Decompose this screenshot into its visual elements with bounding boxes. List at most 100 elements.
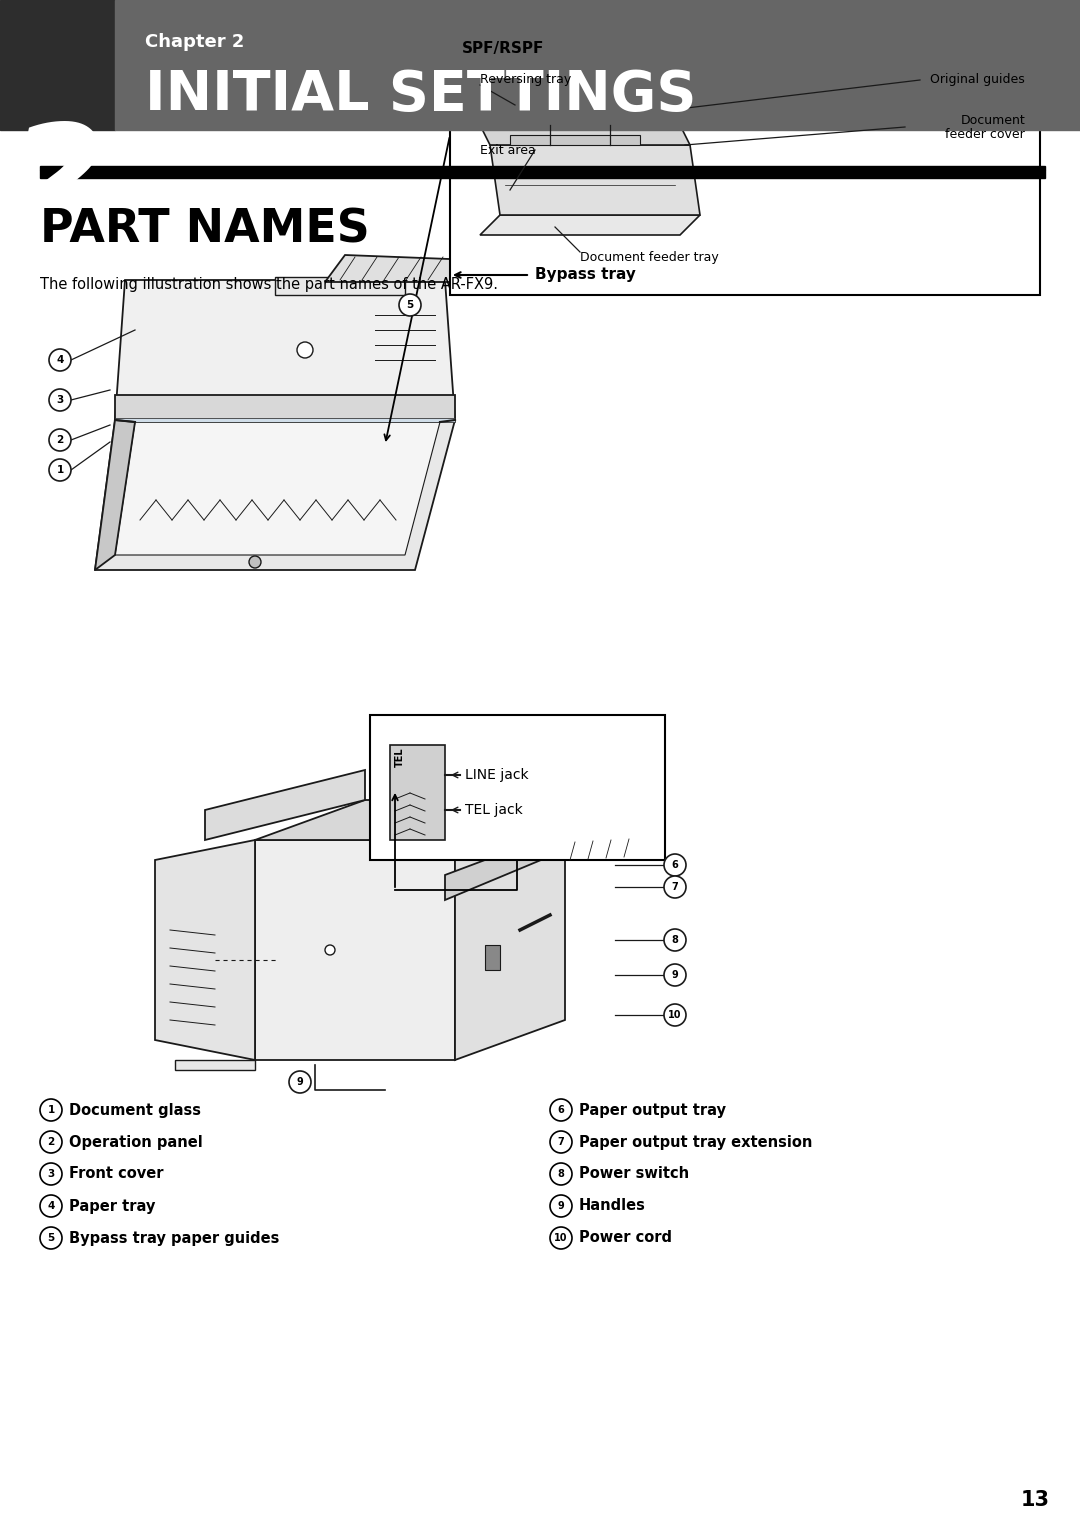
Text: Power cord: Power cord (579, 1231, 672, 1246)
Bar (40, 167, 1045, 170)
Text: Reversing tray: Reversing tray (480, 73, 571, 87)
Bar (114, 0, 1080, 130)
Circle shape (297, 342, 313, 358)
Text: 6: 6 (672, 859, 678, 870)
Bar (370, 716, 665, 859)
Text: Bypass tray paper guides: Bypass tray paper guides (69, 1231, 280, 1246)
Bar (275, 277, 405, 295)
Text: Bypass tray: Bypass tray (535, 268, 636, 283)
Circle shape (399, 294, 421, 317)
Text: Original guides: Original guides (930, 73, 1025, 87)
Text: Document glass: Document glass (69, 1102, 201, 1118)
Circle shape (40, 1164, 62, 1185)
Circle shape (40, 1131, 62, 1153)
Circle shape (49, 459, 71, 482)
Circle shape (664, 930, 686, 951)
Circle shape (664, 876, 686, 898)
Text: 10: 10 (554, 1232, 568, 1243)
Polygon shape (156, 839, 255, 1060)
Polygon shape (490, 145, 700, 216)
Bar (390, 745, 445, 839)
Polygon shape (325, 255, 475, 281)
Text: 2: 2 (56, 434, 64, 445)
Text: PART NAMES: PART NAMES (40, 208, 369, 252)
Circle shape (550, 1196, 572, 1217)
Polygon shape (255, 800, 565, 839)
Bar (450, 31, 1040, 295)
Text: TEL: TEL (395, 748, 405, 768)
Circle shape (49, 430, 71, 451)
Text: 4: 4 (48, 1200, 55, 1211)
Text: Paper output tray: Paper output tray (579, 1102, 726, 1118)
Polygon shape (445, 830, 565, 901)
Text: 8: 8 (672, 936, 678, 945)
Text: Chapter 2: Chapter 2 (145, 34, 244, 50)
Text: feeder cover: feeder cover (945, 128, 1025, 142)
Bar (114, 394, 455, 420)
Text: Front cover: Front cover (69, 1167, 163, 1182)
Text: 6: 6 (557, 1105, 565, 1115)
Text: Power switch: Power switch (579, 1167, 689, 1182)
Circle shape (249, 557, 261, 567)
Text: 1: 1 (48, 1105, 55, 1115)
Polygon shape (175, 1060, 255, 1070)
Text: Handles: Handles (579, 1199, 646, 1214)
Bar (40, 170, 1045, 177)
Bar (384, 775, 415, 795)
Text: 2: 2 (9, 118, 106, 252)
Circle shape (40, 1226, 62, 1249)
Text: 9: 9 (557, 1200, 565, 1211)
Polygon shape (114, 422, 440, 555)
Text: 10: 10 (669, 1011, 681, 1020)
Text: Operation panel: Operation panel (69, 1135, 203, 1150)
Bar (0, 0, 114, 130)
Circle shape (325, 945, 335, 956)
Text: 5: 5 (406, 300, 414, 310)
Circle shape (40, 1196, 62, 1217)
Text: 4: 4 (56, 355, 64, 365)
Polygon shape (205, 771, 365, 839)
Bar (485, 945, 500, 969)
Polygon shape (480, 216, 700, 235)
Text: 3: 3 (56, 394, 64, 405)
Circle shape (40, 1099, 62, 1121)
Polygon shape (95, 420, 455, 570)
Text: Paper output tray extension: Paper output tray extension (579, 1135, 812, 1150)
Text: 2: 2 (48, 1138, 55, 1147)
Polygon shape (255, 839, 455, 1060)
Text: SPF/RSPF: SPF/RSPF (462, 40, 544, 55)
Text: TEL jack: TEL jack (465, 803, 523, 816)
Polygon shape (455, 800, 565, 1060)
Text: Paper tray: Paper tray (69, 1199, 156, 1214)
Text: 9: 9 (297, 1076, 303, 1087)
Text: LINE jack: LINE jack (465, 768, 528, 781)
Polygon shape (95, 420, 135, 570)
Text: 1: 1 (56, 465, 64, 476)
Circle shape (550, 1226, 572, 1249)
Text: 9: 9 (672, 969, 678, 980)
Polygon shape (114, 280, 455, 420)
Circle shape (49, 388, 71, 411)
Text: Exit area: Exit area (480, 144, 536, 156)
Polygon shape (565, 830, 654, 859)
Circle shape (289, 1070, 311, 1093)
Circle shape (550, 1164, 572, 1185)
Circle shape (550, 1131, 572, 1153)
Circle shape (550, 1099, 572, 1121)
Circle shape (664, 1005, 686, 1026)
Polygon shape (510, 135, 640, 145)
Text: 3: 3 (48, 1170, 55, 1179)
Polygon shape (480, 125, 690, 145)
Text: Document feeder tray: Document feeder tray (580, 251, 719, 263)
Circle shape (49, 349, 71, 372)
Text: 7: 7 (557, 1138, 565, 1147)
Polygon shape (114, 417, 455, 422)
Circle shape (664, 855, 686, 876)
Text: The following illustration shows the part names of the AR-FX9.: The following illustration shows the par… (40, 277, 498, 292)
Circle shape (664, 963, 686, 986)
Text: 8: 8 (557, 1170, 565, 1179)
Text: INITIAL SETTINGS: INITIAL SETTINGS (145, 67, 697, 122)
Text: Document: Document (960, 113, 1025, 127)
Text: 13: 13 (1021, 1489, 1050, 1511)
Text: 5: 5 (48, 1232, 55, 1243)
